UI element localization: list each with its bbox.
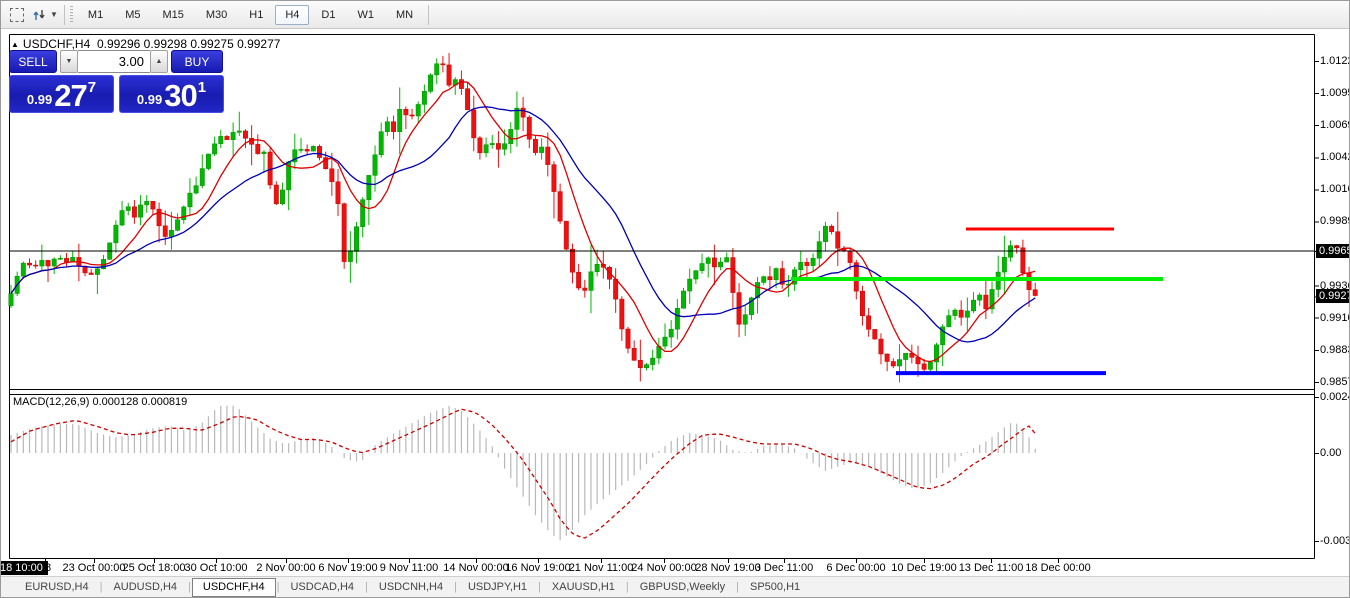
buy-price-big: 30 <box>164 78 197 113</box>
price-axis-label: 0.99100 <box>1320 311 1349 324</box>
time-axis-label: 10 Dec 19:00 <box>891 562 957 574</box>
timeframe-h4[interactable]: H4 <box>275 4 310 25</box>
toolbar-grip[interactable] <box>69 5 73 24</box>
time-axis-label: 16 Nov 19:00 <box>505 562 571 574</box>
dropdown-caret-icon[interactable]: ▼ <box>50 10 58 19</box>
tab-usdchf-h4[interactable]: USDCHF,H4 <box>191 577 276 597</box>
time-axis-label: 3 Dec 11:00 <box>754 562 814 574</box>
price-axis-label: 1.00955 <box>1320 87 1349 100</box>
price-axis-label: 0.98835 <box>1320 343 1349 356</box>
chart-symbol: USDCHF,H4 <box>22 37 91 51</box>
buy-price-prefix: 0.99 <box>136 92 163 107</box>
sell-button[interactable]: SELL <box>9 50 57 73</box>
current-bar-time-badge: 18 10:00 <box>1 561 48 575</box>
tab-separator: | <box>365 581 368 593</box>
buy-price-pip: 1 <box>197 79 207 96</box>
tab-usdcnh-h4[interactable]: USDCNH,H4 <box>378 580 444 593</box>
toolbar: ▼ M1 M5 M15 M30 H1 H4 D1 W1 MN <box>1 1 1349 29</box>
time-axis-label: 25 Oct 18:00 <box>122 562 186 574</box>
chart-tab-bar: EURUSD,H4 | AUDUSD,H4 | USDCHF,H4 | USDCAD,H4 |… <box>1 576 1349 597</box>
price-axis-label: 1.00425 <box>1320 151 1349 164</box>
chart-canvas[interactable] <box>1 1 1350 578</box>
chart-ohlc-values: 0.99296 0.99298 0.99275 0.99277 <box>96 37 281 51</box>
timeframe-m15[interactable]: M15 <box>162 8 184 21</box>
time-axis-label: 6 Nov 19:00 <box>318 562 378 574</box>
toolbar-separator-2 <box>428 4 430 25</box>
time-axis-label: 9 Nov 11:00 <box>379 562 439 574</box>
tab-separator: | <box>538 581 541 593</box>
tab-usdjpy-h1[interactable]: USDJPY,H1 <box>467 580 528 593</box>
double-arrow-glyph <box>33 9 45 20</box>
macd-indicator-label: MACD(12,26,9) 0.000128 0.000819 <box>13 396 188 408</box>
macd-axis-label: 0.002492 <box>1320 390 1349 403</box>
time-axis-label: 30 Oct 10:00 <box>184 562 248 574</box>
tab-separator: | <box>276 581 280 593</box>
time-axis-label: 23 Oct 00:00 <box>62 562 126 574</box>
price-axis-label: 1.00160 <box>1320 183 1349 196</box>
collapse-triangle-icon[interactable]: ▲ <box>11 40 19 49</box>
price-axis-label: 1.00690 <box>1320 119 1349 132</box>
price-axis-label: 0.98570 <box>1320 375 1349 388</box>
tab-separator: | <box>736 581 739 593</box>
time-axis-label: 13 Dec 11:00 <box>958 562 1024 574</box>
tab-separator: | <box>188 581 191 593</box>
timeframe-mn[interactable]: MN <box>395 8 414 21</box>
chart-title: ▲ USDCHF,H4 0.99296 0.99298 0.99275 0.992… <box>11 37 280 51</box>
sell-price-big: 27 <box>54 78 87 113</box>
volume-input[interactable] <box>78 50 150 73</box>
selection-box-icon[interactable] <box>9 7 25 23</box>
tab-sp500-h1[interactable]: SP500,H1 <box>749 580 801 593</box>
tab-gbpusd-weekly[interactable]: GBPUSD,Weekly <box>639 580 726 593</box>
price-axis-label: 1.01220 <box>1320 55 1349 67</box>
timeframe-d1[interactable]: D1 <box>321 8 336 21</box>
trade-panel-controls: SELL ▼ ▲ BUY <box>9 50 226 73</box>
time-axis-label: 6 Dec 00:00 <box>826 562 886 574</box>
bid-price-badge: 0.99651 <box>1316 244 1349 258</box>
buy-price-box[interactable]: 0.99 30 1 <box>119 75 224 113</box>
macd-axis-label: 0.00 <box>1320 447 1342 459</box>
selection-box-glyph <box>10 7 24 22</box>
tab-separator: | <box>625 581 629 593</box>
timeframe-h1[interactable]: H1 <box>249 8 264 21</box>
tab-separator: | <box>454 581 457 593</box>
time-axis-label: 14 Nov 00:00 <box>443 562 509 574</box>
price-axis-label: 0.99365 <box>1320 279 1349 292</box>
timeframe-toolbar: M1 M5 M15 M30 H1 H4 D1 W1 MN <box>77 4 424 25</box>
macd-axis-label: -0.003913 <box>1320 535 1350 548</box>
timeframe-m30[interactable]: M30 <box>205 8 228 21</box>
price-axis-label: 0.99895 <box>1320 215 1349 228</box>
volume-decrease-button[interactable]: ▼ <box>60 50 78 73</box>
timeframe-m1[interactable]: M1 <box>87 8 104 21</box>
timeframe-m5[interactable]: M5 <box>125 8 141 21</box>
tab-xauusd-h1[interactable]: XAUUSD,H1 <box>551 580 615 593</box>
time-axis-label: 24 Nov 00:00 <box>631 562 697 574</box>
time-axis-label: 28 Nov 19:00 <box>695 562 761 574</box>
one-click-trading-panel: SELL ▼ ▲ BUY 0.99 27 7 0.99 30 1 <box>9 50 226 113</box>
last-price-badge: 0.99277 <box>1316 289 1349 304</box>
sell-price-box[interactable]: 0.99 27 7 <box>9 75 114 113</box>
time-axis-label: 2 Nov 00:00 <box>256 562 316 574</box>
volume-increase-button[interactable]: ▲ <box>150 50 168 73</box>
tab-usdcad-h4[interactable]: USDCAD,H4 <box>290 580 355 593</box>
timeframe-w1[interactable]: W1 <box>357 8 374 21</box>
tab-audusd-h4[interactable]: AUDUSD,H4 <box>113 580 178 593</box>
tab-separator: | <box>99 581 103 593</box>
time-axis-label: 18 Dec 00:00 <box>1025 562 1091 574</box>
trade-panel-prices: 0.99 27 7 0.99 30 1 <box>9 75 226 113</box>
sell-price-prefix: 0.99 <box>26 92 53 107</box>
double-arrow-icon[interactable] <box>31 7 47 23</box>
toolbar-separator <box>63 4 65 25</box>
tab-eurusd-h4[interactable]: EURUSD,H4 <box>25 580 89 593</box>
sell-price-pip: 7 <box>87 79 97 96</box>
buy-button[interactable]: BUY <box>171 50 223 73</box>
time-axis-label: 21 Nov 11:00 <box>568 562 634 574</box>
